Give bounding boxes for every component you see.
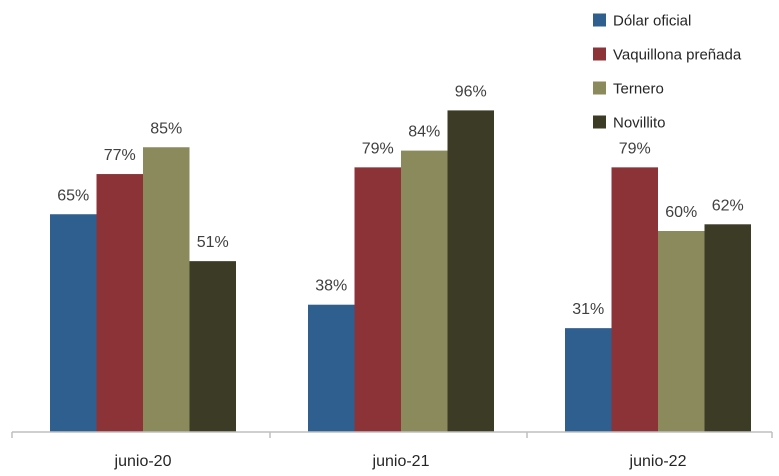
bar-junio-20-ternero [143, 147, 190, 432]
bar-junio-21-novillito [447, 110, 494, 433]
bar-junio-22-d-lar-oficial [565, 328, 612, 432]
bar-junio-22-vaquillona-preñada [611, 167, 658, 432]
legend-swatch [593, 115, 606, 129]
x-tick-label: junio-20 [114, 453, 172, 470]
data-label: 77% [104, 147, 136, 164]
data-label: 38% [315, 278, 347, 295]
data-label: 85% [150, 120, 182, 137]
data-labels-layer: 65% 77% 85% 51% 38% 79% 84% 96% 31% 79% 60% 62% [57, 83, 744, 318]
legend: Dólar oficial Vaquillona preñada Ternero No… [593, 13, 742, 132]
bar-junio-22-ternero [658, 231, 705, 432]
bar-junio-21-ternero [401, 150, 448, 432]
data-label: 96% [455, 83, 487, 100]
x-tick-label: junio-21 [372, 453, 430, 470]
data-label: 84% [408, 124, 440, 141]
data-label: 60% [665, 204, 697, 221]
legend-swatch [593, 13, 606, 27]
legend-item: Novillito [593, 115, 666, 132]
bar-junio-20-novillito [189, 261, 236, 432]
data-label: 62% [712, 197, 744, 214]
bars-layer [50, 110, 751, 433]
legend-item: Ternero [593, 81, 664, 98]
data-label: 51% [197, 234, 229, 251]
bar-junio-21-d-lar-oficial [308, 304, 355, 432]
x-axis-tick-labels: junio-20 junio-21 junio-22 [114, 453, 687, 470]
legend-swatch [593, 81, 606, 95]
bar-junio-20-d-lar-oficial [50, 214, 97, 432]
data-label: 79% [619, 140, 651, 157]
data-label: 79% [362, 140, 394, 157]
x-axis-ticks [11, 432, 773, 438]
legend-label: Vaquillona preñada [613, 47, 742, 64]
bar-junio-21-vaquillona-preñada [354, 167, 401, 432]
x-tick-label: junio-22 [629, 453, 687, 470]
legend-item: Vaquillona preñada [593, 47, 742, 64]
legend-label: Ternero [613, 81, 664, 98]
legend-label: Dólar oficial [613, 13, 691, 30]
legend-swatch [593, 47, 606, 61]
legend-item: Dólar oficial [593, 13, 691, 30]
legend-label: Novillito [613, 115, 666, 132]
data-label: 31% [572, 301, 604, 318]
bar-junio-22-novillito [704, 224, 751, 432]
bar-junio-20-vaquillona-preñada [96, 174, 143, 433]
data-label: 65% [57, 187, 89, 204]
